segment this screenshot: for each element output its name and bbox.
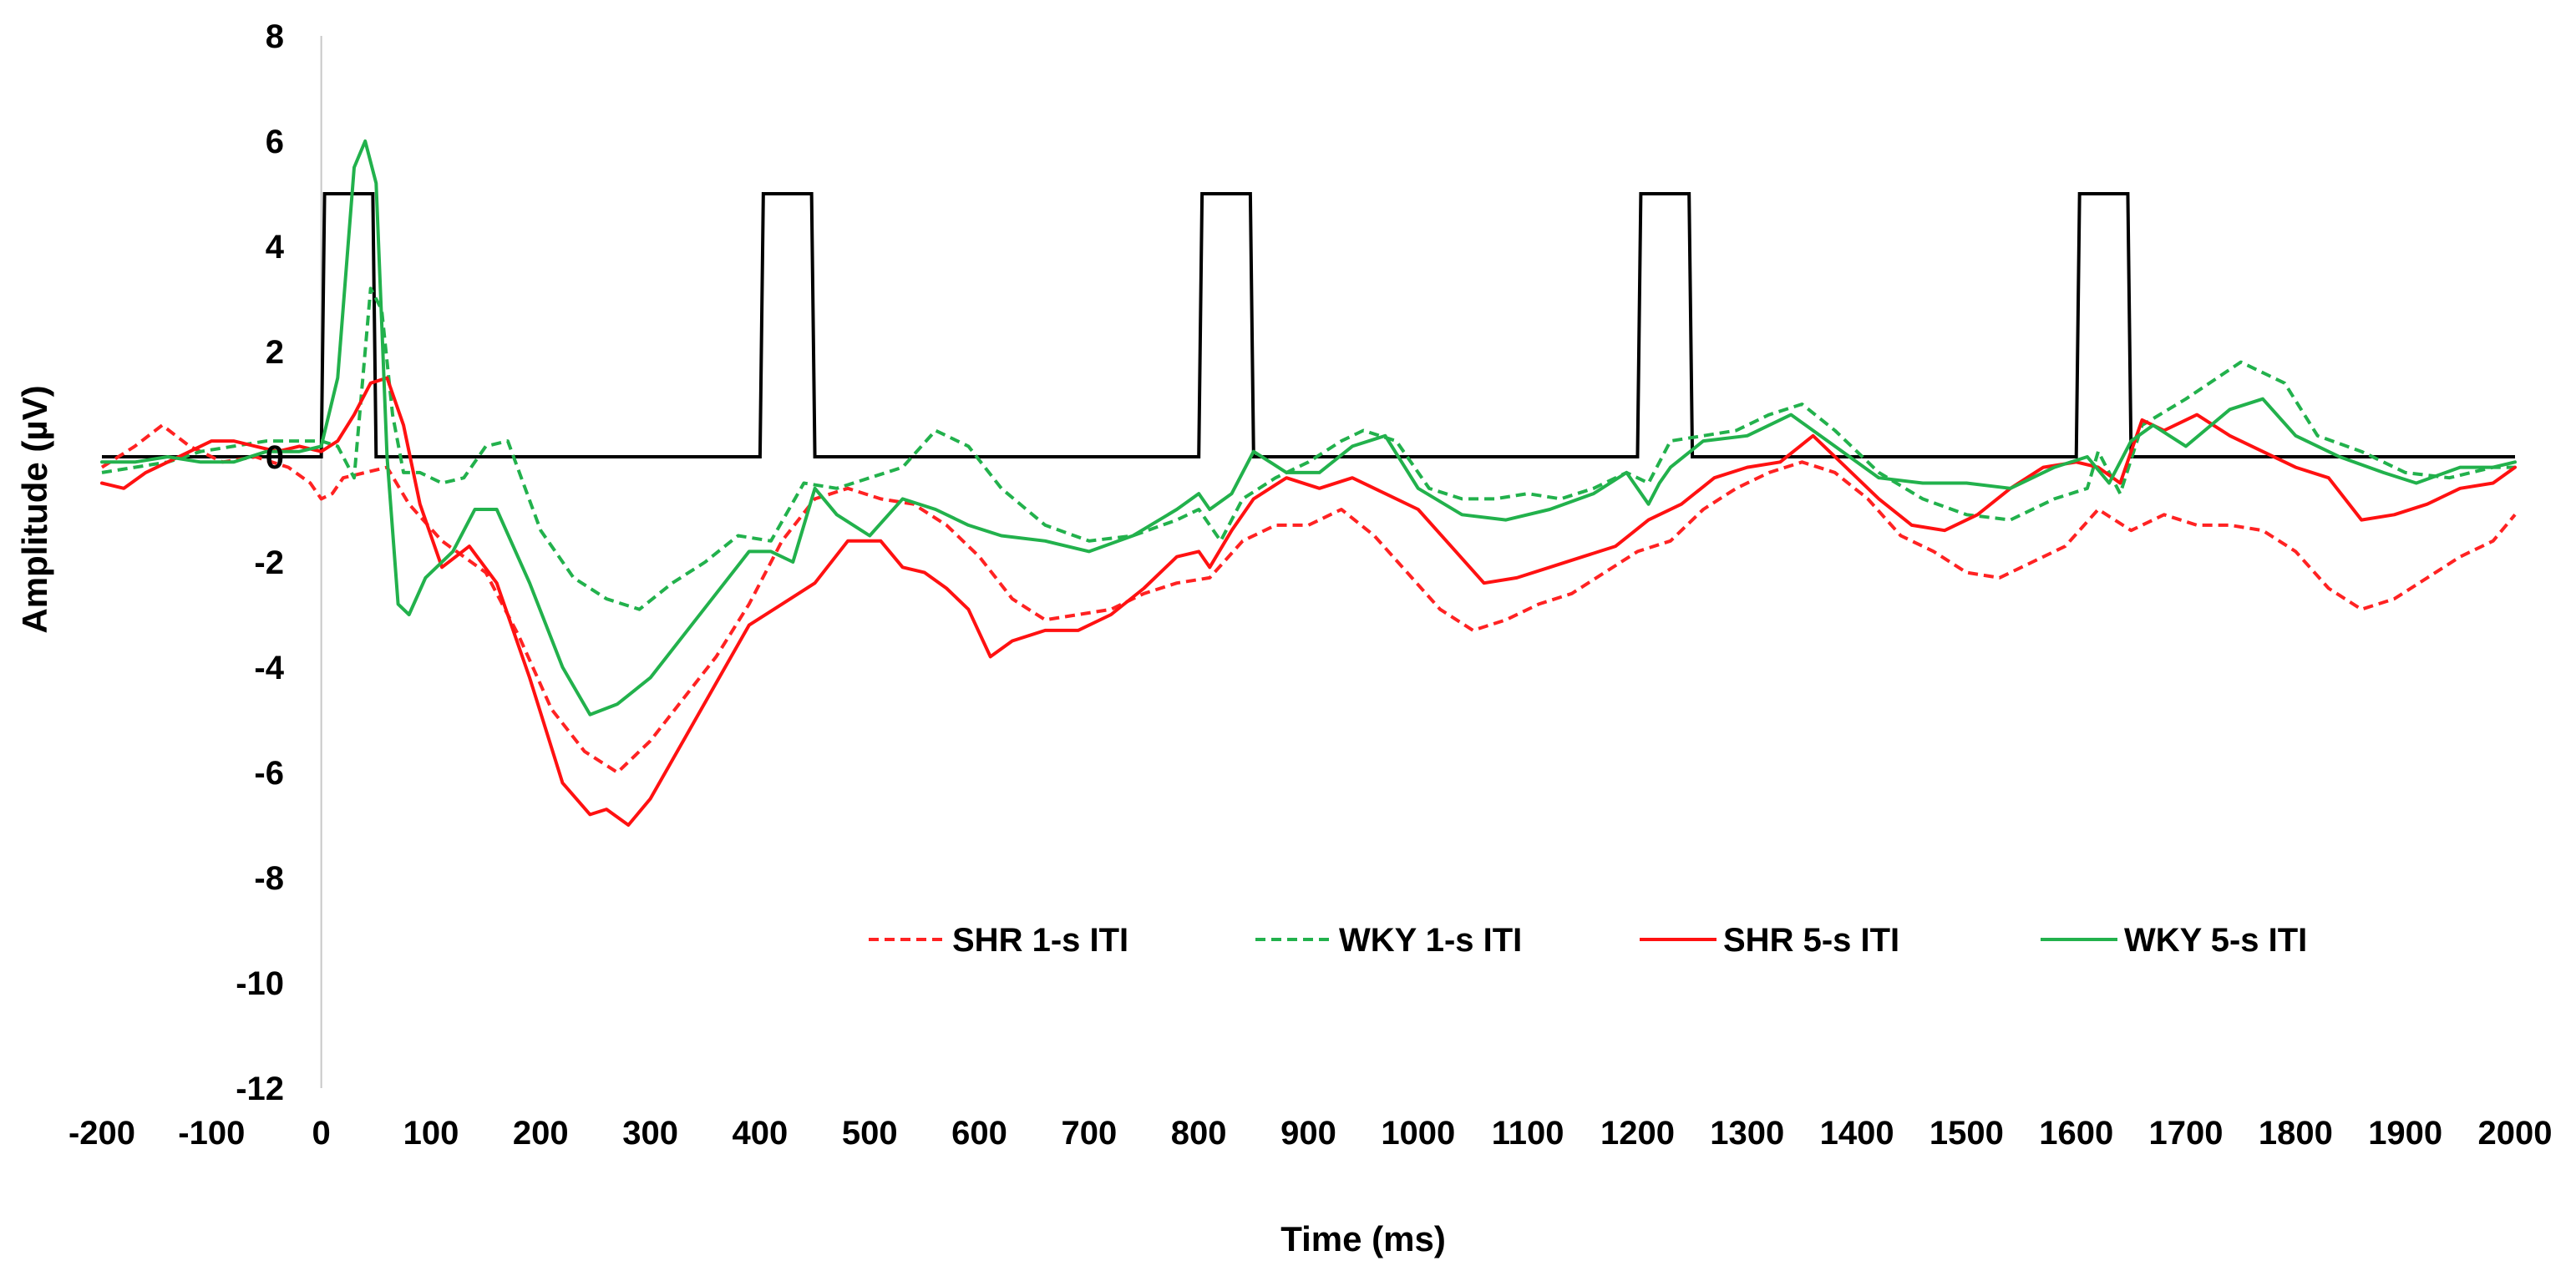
x-tick-label: 700 [1061,1115,1117,1152]
x-tick-label: 500 [842,1115,898,1152]
legend: SHR 1-s ITI WKY 1-s ITI SHR 5-s ITI WKY 5-s… [869,922,2307,959]
x-tick-label: 1200 [1600,1115,1675,1152]
x-tick-label: 300 [622,1115,678,1152]
series-line-wky-1-s-iti [101,286,2515,611]
tick-labels: -12 -10 -8 -6 -4 -2 0 2 4 6 8 -200 -100 0 100 200 300 400… [68,18,2553,1152]
series-line-shr-5-s-iti [100,376,2517,827]
x-tick-label: 1400 [1820,1115,1894,1152]
y-tick-label: 6 [266,124,284,160]
x-tick-label: 200 [513,1115,569,1152]
x-tick-label: 400 [733,1115,789,1152]
x-tick-label: 1700 [2149,1115,2224,1152]
legend-label: SHR 1-s ITI [952,922,1128,959]
y-tick-label: 0 [266,439,284,476]
stimulus-pulse-line [102,192,2515,458]
legend-label: SHR 5-s ITI [1723,922,1899,959]
x-tick-label: 1800 [2259,1115,2333,1152]
y-tick-label: -4 [254,650,284,686]
x-tick-label: 1600 [2039,1115,2113,1152]
x-tick-label: 600 [951,1115,1007,1152]
x-tick-label: 1100 [1492,1115,1564,1152]
x-tick-label: -100 [178,1115,245,1152]
x-tick-label: 900 [1280,1115,1336,1152]
x-axis-title: Time (ms) [1280,1219,1446,1258]
y-tick-label: -2 [254,544,284,581]
stimulus-pulses [102,192,2515,458]
y-tick-label: 4 [266,229,285,266]
series-line-shr-1-s-iti [100,423,2517,774]
series-line-wky-5-s-iti [100,139,2517,716]
x-tick-label: 2000 [2478,1115,2553,1152]
y-tick-label: -6 [254,755,284,792]
y-tick-label: -8 [254,860,284,897]
series-lines [100,139,2517,827]
x-tick-label: 1300 [1710,1115,1784,1152]
legend-label: WKY 1-s ITI [1339,922,1522,959]
y-axis-title: Amplitude (µV) [15,385,54,633]
x-tick-label: 1000 [1381,1115,1455,1152]
y-tick-label: -10 [236,965,284,1002]
x-tick-label: 0 [312,1115,331,1152]
x-tick-label: 1500 [1929,1115,2004,1152]
x-tick-label: -200 [68,1115,135,1152]
x-tick-label: 800 [1171,1115,1227,1152]
y-tick-label: -12 [236,1071,284,1107]
x-tick-label: 1900 [2368,1115,2442,1152]
y-tick-label: 2 [266,334,284,371]
y-tick-label: 8 [266,18,284,55]
legend-label: WKY 5-s ITI [2124,922,2307,959]
x-tick-label: 100 [403,1115,459,1152]
